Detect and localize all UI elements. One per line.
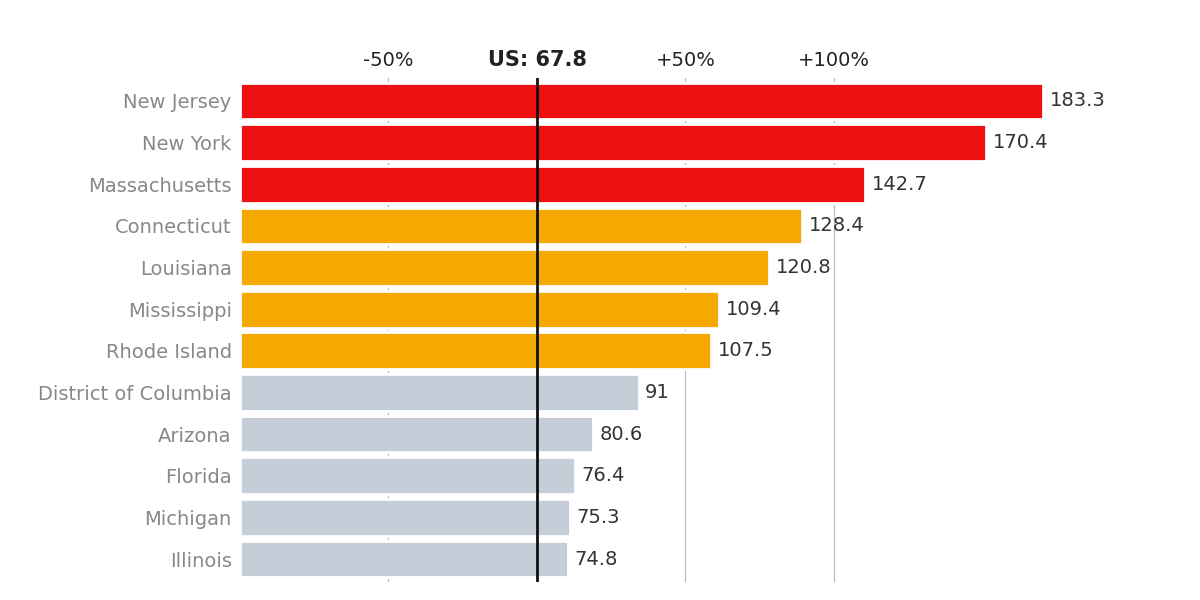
- Text: 120.8: 120.8: [775, 258, 832, 277]
- Text: 183.3: 183.3: [1050, 91, 1105, 110]
- Bar: [240, 457, 575, 494]
- Bar: [240, 291, 719, 328]
- Text: 109.4: 109.4: [726, 299, 781, 319]
- Bar: [240, 499, 570, 536]
- Bar: [240, 124, 986, 161]
- Bar: [240, 166, 865, 203]
- Text: 91: 91: [646, 383, 670, 402]
- Bar: [240, 416, 593, 452]
- Text: 128.4: 128.4: [809, 217, 865, 235]
- Bar: [240, 249, 769, 286]
- Text: 75.3: 75.3: [576, 508, 620, 527]
- Text: 107.5: 107.5: [718, 341, 773, 361]
- Bar: [240, 83, 1043, 119]
- Text: 142.7: 142.7: [871, 175, 928, 194]
- Text: 80.6: 80.6: [600, 425, 643, 443]
- Bar: [240, 332, 710, 369]
- Text: 170.4: 170.4: [992, 133, 1049, 152]
- Text: 74.8: 74.8: [574, 550, 618, 569]
- Bar: [240, 374, 638, 411]
- Text: 76.4: 76.4: [581, 466, 624, 485]
- Bar: [240, 541, 568, 577]
- Bar: [240, 208, 803, 244]
